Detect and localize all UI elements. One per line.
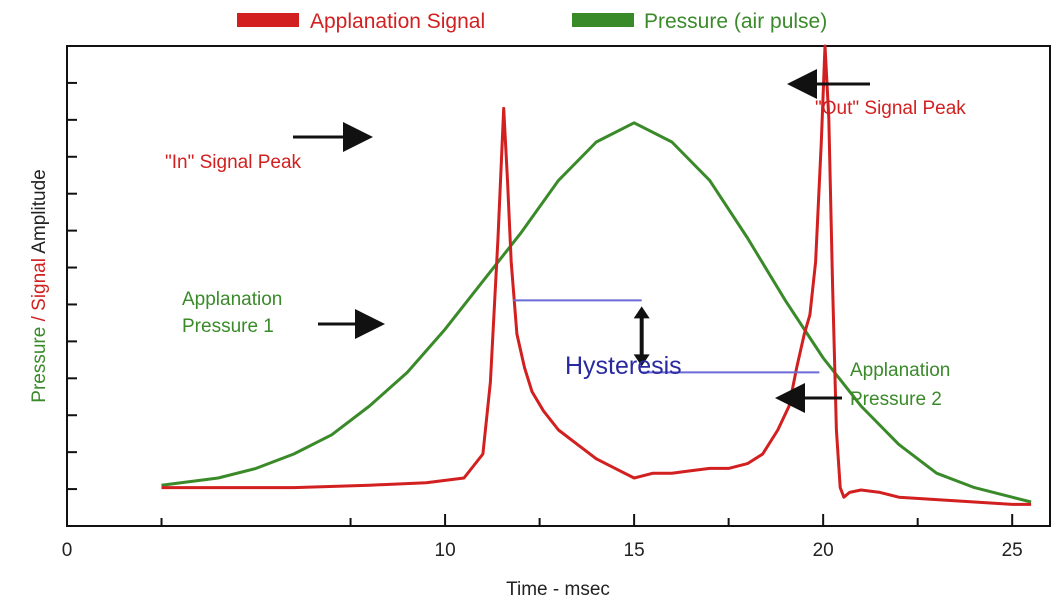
y-label-pressure: Pressure (29, 327, 50, 403)
plot-frame (66, 45, 1051, 527)
hysteresis-arrow-up (633, 306, 650, 319)
hysteresis-arrow-down (633, 354, 650, 367)
annotation-ap2-line2: Pressure 2 (850, 389, 942, 410)
annotation-in-peak: "In" Signal Peak (165, 152, 302, 173)
annotation-ap1-line2: Pressure 1 (182, 316, 274, 337)
annotation-ap1-line1: Applanation (182, 289, 282, 310)
legend-swatch-signal (237, 13, 299, 27)
series-layer (161, 44, 1032, 506)
y-label-slash: / (29, 311, 50, 327)
annotation-hysteresis: Hysteresis (565, 352, 682, 380)
legend: Applanation Signal Pressure (air pulse) (237, 10, 827, 33)
x-tick-label: 25 (1002, 540, 1023, 561)
y-label-signal: Signal (29, 258, 50, 311)
series-pressure (161, 121, 1032, 504)
annotation-ap2-line1: Applanation (850, 360, 950, 381)
x-tick-label: 0 (62, 540, 73, 561)
axis-ticks (66, 81, 1014, 526)
tick-labels: 0 10 15 20 25 (62, 540, 1023, 561)
hysteresis-markers (513, 299, 820, 374)
y-axis-label: Pressure / Signal Amplitude (29, 169, 50, 402)
legend-label-signal: Applanation Signal (310, 10, 485, 33)
series-applanation-signal (161, 44, 1032, 506)
annotation-out-peak: "Out" Signal Peak (815, 98, 966, 119)
annotations: "In" Signal Peak "Out" Signal Peak Appla… (165, 69, 966, 413)
legend-label-pressure: Pressure (air pulse) (644, 10, 827, 33)
x-tick-label: 15 (624, 540, 645, 561)
legend-swatch-pressure (572, 13, 634, 27)
x-axis-label: Time - msec (506, 579, 610, 600)
y-label-amplitude: Amplitude (29, 169, 50, 258)
x-tick-label: 20 (813, 540, 834, 561)
x-tick-label: 10 (435, 540, 456, 561)
